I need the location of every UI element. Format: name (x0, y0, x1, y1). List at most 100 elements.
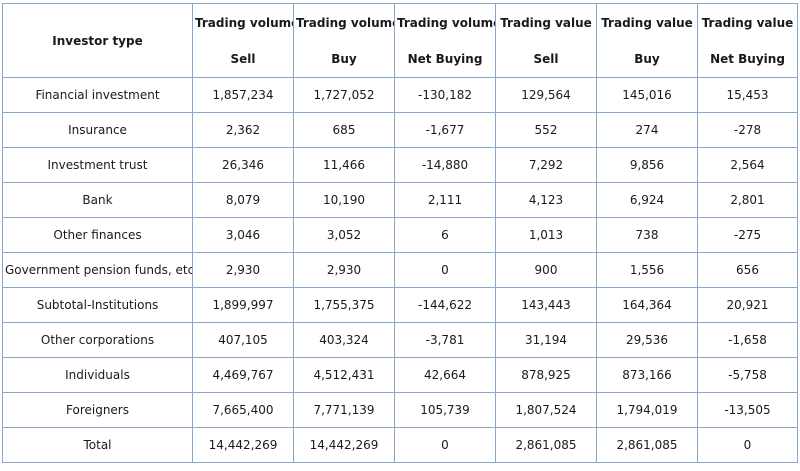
table-row: Bank 8,079 10,190 2,111 4,123 6,924 2,80… (2, 182, 798, 218)
table-cell: 1,727,052 (293, 77, 395, 113)
table-cell: 129,564 (495, 77, 597, 113)
row-label: Total (2, 427, 193, 463)
table-cell: 1,807,524 (495, 392, 597, 428)
table-cell: 6 (394, 217, 496, 253)
table-cell: 2,861,085 (495, 427, 597, 463)
table-cell: 4,512,431 (293, 357, 395, 393)
table-cell: 105,739 (394, 392, 496, 428)
table-cell: -13,505 (697, 392, 798, 428)
table-row: Government pension funds, etc. 2,930 2,9… (2, 252, 798, 288)
table-cell: 878,925 (495, 357, 597, 393)
table-cell: -1,677 (394, 112, 496, 148)
row-label: Subtotal-Institutions (2, 287, 193, 323)
header-value-net-buying: Trading value Net Buying (697, 3, 798, 78)
table-cell: 656 (697, 252, 798, 288)
header-group-label: Trading volume (195, 15, 294, 30)
table-row: Subtotal-Institutions 1,899,997 1,755,37… (2, 287, 798, 323)
table-cell: 9,856 (596, 147, 698, 183)
row-label: Bank (2, 182, 193, 218)
investor-trading-table-container: Investor type Trading volume Sell Tradin… (2, 3, 798, 468)
table-row: Foreigners 7,665,400 7,771,139 105,739 1… (2, 392, 798, 428)
table-row-total: Total 14,442,269 14,442,269 0 2,861,085 … (2, 427, 798, 463)
header-sub-label: Sell (230, 51, 256, 66)
table-cell: 31,194 (495, 322, 597, 358)
table-cell: 1,556 (596, 252, 698, 288)
header-row: Investor type Trading volume Sell Tradin… (2, 3, 798, 78)
header-group-label: Trading value (500, 15, 592, 30)
table-cell: 1,899,997 (192, 287, 294, 323)
header-sub-label: Buy (634, 51, 660, 66)
table-cell: 145,016 (596, 77, 698, 113)
header-group-label: Trading volume (397, 15, 496, 30)
table-cell: 2,801 (697, 182, 798, 218)
header-sub-label: Net Buying (407, 51, 483, 66)
table-cell: 14,442,269 (192, 427, 294, 463)
table-cell: 164,364 (596, 287, 698, 323)
table-cell: 2,362 (192, 112, 294, 148)
table-row: Financial investment 1,857,234 1,727,052… (2, 77, 798, 113)
table-cell: 1,794,019 (596, 392, 698, 428)
table-cell: -278 (697, 112, 798, 148)
table-cell: 8,079 (192, 182, 294, 218)
header-sub-label: Sell (533, 51, 559, 66)
table-cell: 143,443 (495, 287, 597, 323)
row-label: Government pension funds, etc. (2, 252, 193, 288)
row-label: Other finances (2, 217, 193, 253)
table-cell: 1,857,234 (192, 77, 294, 113)
table-cell: 0 (394, 427, 496, 463)
table-cell: -5,758 (697, 357, 798, 393)
table-cell: 26,346 (192, 147, 294, 183)
table-cell: 4,123 (495, 182, 597, 218)
row-label: Foreigners (2, 392, 193, 428)
table-cell: 274 (596, 112, 698, 148)
row-label: Individuals (2, 357, 193, 393)
table-cell: -1,658 (697, 322, 798, 358)
table-cell: 900 (495, 252, 597, 288)
table-cell: 29,536 (596, 322, 698, 358)
table-cell: 4,469,767 (192, 357, 294, 393)
header-sub-label: Buy (331, 51, 357, 66)
table-cell: 7,292 (495, 147, 597, 183)
table-cell: 1,013 (495, 217, 597, 253)
table-cell: 6,924 (596, 182, 698, 218)
table-cell: 0 (697, 427, 798, 463)
table-cell: 1,755,375 (293, 287, 395, 323)
table-cell: 3,052 (293, 217, 395, 253)
table-cell: -3,781 (394, 322, 496, 358)
table-cell: 0 (394, 252, 496, 288)
table-row: Investment trust 26,346 11,466 -14,880 7… (2, 147, 798, 183)
table-cell: 2,930 (192, 252, 294, 288)
table-cell: 7,771,139 (293, 392, 395, 428)
table-cell: 7,665,400 (192, 392, 294, 428)
table-cell: 2,861,085 (596, 427, 698, 463)
header-volume-sell: Trading volume Sell (192, 3, 294, 78)
header-sub-label: Net Buying (710, 51, 785, 66)
row-label: Insurance (2, 112, 193, 148)
header-volume-buy: Trading volume Buy (293, 3, 395, 78)
table-body: Financial investment 1,857,234 1,727,052… (2, 77, 798, 463)
header-group-label: Trading value (701, 15, 794, 30)
header-value-buy: Trading value Buy (596, 3, 698, 78)
header-volume-net-buying: Trading volume Net Buying (394, 3, 496, 78)
table-cell: 14,442,269 (293, 427, 395, 463)
table-cell: 11,466 (293, 147, 395, 183)
table-cell: -275 (697, 217, 798, 253)
table-header: Investor type Trading volume Sell Tradin… (2, 3, 798, 78)
header-investor-type: Investor type (2, 3, 193, 78)
table-cell: 2,564 (697, 147, 798, 183)
header-value-sell: Trading value Sell (495, 3, 597, 78)
table-cell: 685 (293, 112, 395, 148)
table-cell: 403,324 (293, 322, 395, 358)
table-cell: 407,105 (192, 322, 294, 358)
table-row: Other finances 3,046 3,052 6 1,013 738 -… (2, 217, 798, 253)
row-label: Other corporations (2, 322, 193, 358)
row-label: Financial investment (2, 77, 193, 113)
table-cell: 2,111 (394, 182, 496, 218)
table-cell: 738 (596, 217, 698, 253)
table-row: Other corporations 407,105 403,324 -3,78… (2, 322, 798, 358)
table-cell: 10,190 (293, 182, 395, 218)
table-cell: 3,046 (192, 217, 294, 253)
table-cell: -14,880 (394, 147, 496, 183)
header-group-label: Trading volume (296, 15, 395, 30)
table-cell: -144,622 (394, 287, 496, 323)
